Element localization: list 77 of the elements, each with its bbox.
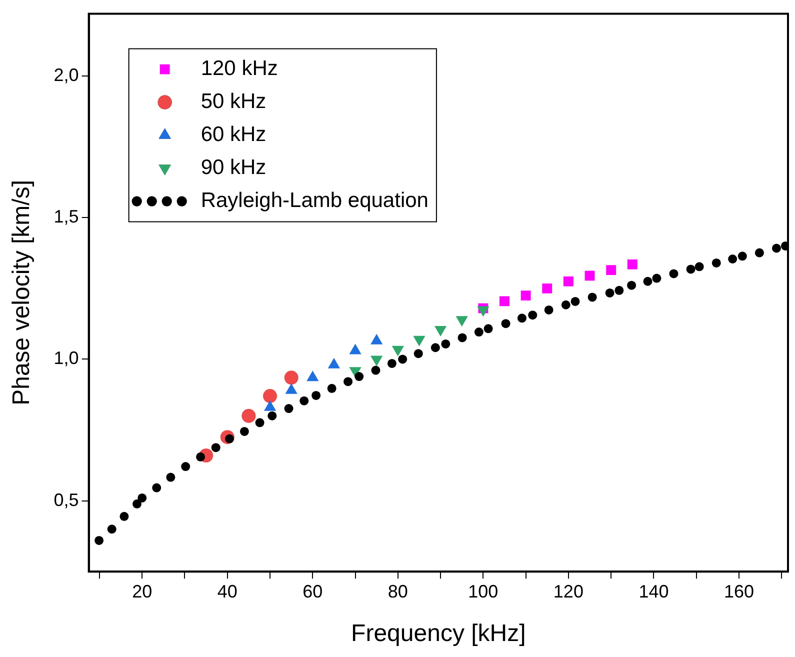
x-tick-label: 80 — [388, 581, 408, 602]
point — [484, 324, 493, 334]
point — [152, 483, 162, 492]
point — [606, 265, 616, 275]
point — [268, 411, 277, 420]
point — [652, 274, 662, 283]
point — [344, 377, 353, 386]
point — [561, 300, 570, 310]
point — [588, 292, 597, 302]
point — [196, 452, 206, 462]
legend-label: 120 kHz — [200, 57, 278, 80]
point — [669, 269, 678, 278]
y-tick-label: 2,0 — [54, 65, 79, 86]
point — [517, 314, 526, 323]
point — [284, 404, 294, 414]
point — [584, 270, 595, 281]
legend-label: 50 kHz — [200, 90, 266, 114]
point — [242, 408, 256, 423]
x-tick-label: 40 — [217, 581, 238, 602]
point — [738, 252, 747, 261]
point — [132, 499, 142, 508]
point — [754, 248, 764, 258]
y-axis-title: Phase velocity [km/s] — [8, 180, 36, 406]
point — [255, 418, 264, 428]
point — [181, 462, 190, 472]
point — [371, 366, 380, 375]
point — [614, 286, 624, 295]
point — [300, 396, 309, 406]
point — [501, 319, 510, 328]
legend-label: 60 kHz — [200, 123, 266, 146]
point — [458, 333, 467, 342]
x-tick-label: 100 — [468, 581, 498, 602]
point — [712, 258, 721, 268]
point — [627, 259, 638, 270]
point — [686, 264, 696, 274]
point — [263, 389, 278, 404]
point — [327, 384, 336, 393]
point — [728, 254, 738, 264]
point — [107, 524, 116, 534]
point — [694, 262, 704, 272]
legend-label: Rayleigh-Lamb equation — [200, 189, 428, 212]
point — [643, 276, 652, 286]
point — [94, 536, 104, 545]
point — [312, 390, 321, 400]
point — [544, 305, 554, 314]
point — [430, 343, 440, 352]
y-tick-label: 1,5 — [54, 206, 79, 227]
point — [500, 296, 510, 306]
point — [772, 244, 781, 253]
point — [284, 370, 298, 385]
point — [398, 354, 408, 364]
x-tick-label: 20 — [132, 581, 152, 602]
point — [520, 290, 531, 300]
point — [138, 493, 147, 502]
point — [563, 276, 574, 286]
x-tick-label: 120 — [553, 581, 584, 602]
point — [542, 284, 552, 294]
point — [414, 349, 423, 358]
point — [120, 512, 129, 521]
x-tick-label: 160 — [724, 581, 754, 602]
point — [166, 472, 176, 482]
point — [627, 280, 636, 290]
x-tick-label: 140 — [638, 581, 669, 602]
point — [387, 358, 396, 368]
point — [528, 310, 538, 320]
point — [441, 339, 450, 348]
point — [354, 372, 364, 382]
x-tick-label: 60 — [302, 581, 323, 602]
point — [240, 426, 249, 436]
point — [474, 328, 484, 337]
point — [570, 296, 580, 306]
point — [605, 288, 614, 298]
point — [211, 443, 220, 452]
legend-label: 90 kHz — [200, 156, 266, 180]
x-axis-title: Frequency [kHz] — [351, 620, 526, 648]
y-tick-label: 0,5 — [54, 490, 79, 510]
y-tick-label: 1,0 — [54, 348, 79, 368]
